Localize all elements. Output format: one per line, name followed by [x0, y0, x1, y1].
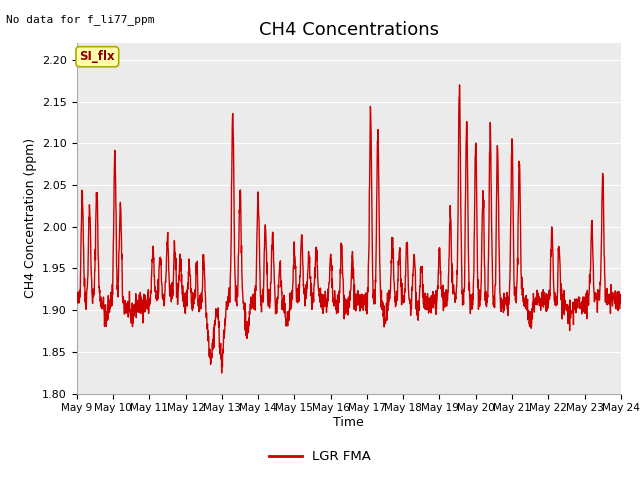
Y-axis label: CH4 Concentration (ppm): CH4 Concentration (ppm)	[24, 138, 36, 299]
Text: SI_flx: SI_flx	[79, 50, 115, 63]
Legend: LGR FMA: LGR FMA	[264, 445, 376, 468]
Title: CH4 Concentrations: CH4 Concentrations	[259, 21, 439, 39]
X-axis label: Time: Time	[333, 416, 364, 429]
Text: No data for f_li77_ppm: No data for f_li77_ppm	[6, 14, 155, 25]
